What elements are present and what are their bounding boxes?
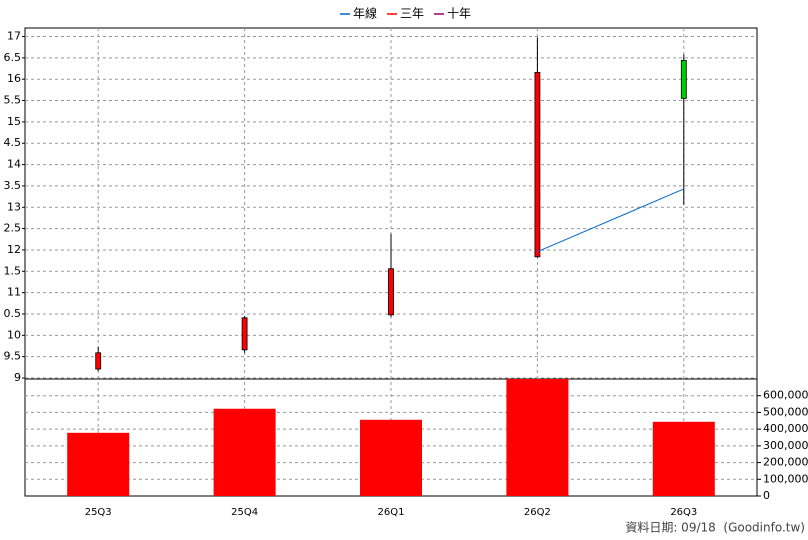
y-tick-label: 16	[7, 72, 21, 85]
y-tick-label: 12	[7, 243, 21, 256]
y-tick-label: 9	[14, 371, 21, 384]
candle-body	[388, 268, 394, 316]
volume-bar	[506, 379, 569, 496]
y2-tick-label: 500,000	[763, 405, 808, 418]
y-tick-label: 2.5	[4, 222, 22, 235]
legend-label: 年線	[353, 6, 377, 21]
candle-body	[95, 352, 102, 370]
candle-body	[680, 60, 687, 99]
y-tick-label: 1.5	[4, 264, 22, 277]
candle-body	[534, 71, 541, 258]
y-tick-label: 15	[7, 115, 21, 128]
y-tick-label: 6.5	[4, 51, 22, 64]
x-tick-label: 26Q1	[378, 507, 405, 518]
y-tick-label: 4.5	[4, 136, 22, 149]
y2-tick-label: 100,000	[763, 472, 808, 485]
x-tick-label: 25Q4	[231, 507, 258, 518]
y-tick-label: 10	[7, 328, 21, 341]
volume-bar	[652, 421, 715, 496]
y-tick-label: 11	[7, 286, 21, 299]
y-tick-label: 5.5	[4, 94, 22, 107]
y2-tick-label: 200,000	[763, 456, 808, 469]
y2-tick-label: 400,000	[763, 422, 808, 435]
x-tick-label: 25Q3	[85, 507, 112, 518]
y2-tick-label: 300,000	[763, 439, 808, 452]
volume-bar	[213, 408, 276, 496]
y2-tick-label: 600,000	[763, 389, 808, 402]
candle-body	[241, 317, 248, 351]
y-tick-label: 9.5	[4, 350, 22, 363]
y-tick-label: 14	[7, 158, 21, 171]
line-series	[537, 188, 684, 253]
y2-tick-label: 0	[763, 489, 770, 502]
legend-label: 三年	[400, 7, 424, 21]
y-tick-label: 0.5	[4, 307, 22, 320]
volume-bar	[360, 419, 422, 496]
source-note: 資料日期: 09/18 (Goodinfo.tw)	[625, 521, 805, 535]
x-tick-label: 26Q3	[670, 507, 697, 518]
x-tick-label: 26Q2	[524, 507, 551, 518]
y-tick-label: 13	[7, 200, 21, 213]
y-tick-label: 17	[7, 30, 21, 43]
legend-label: 十年	[447, 7, 471, 21]
y-tick-label: 3.5	[4, 179, 22, 192]
volume-bar	[67, 432, 130, 496]
